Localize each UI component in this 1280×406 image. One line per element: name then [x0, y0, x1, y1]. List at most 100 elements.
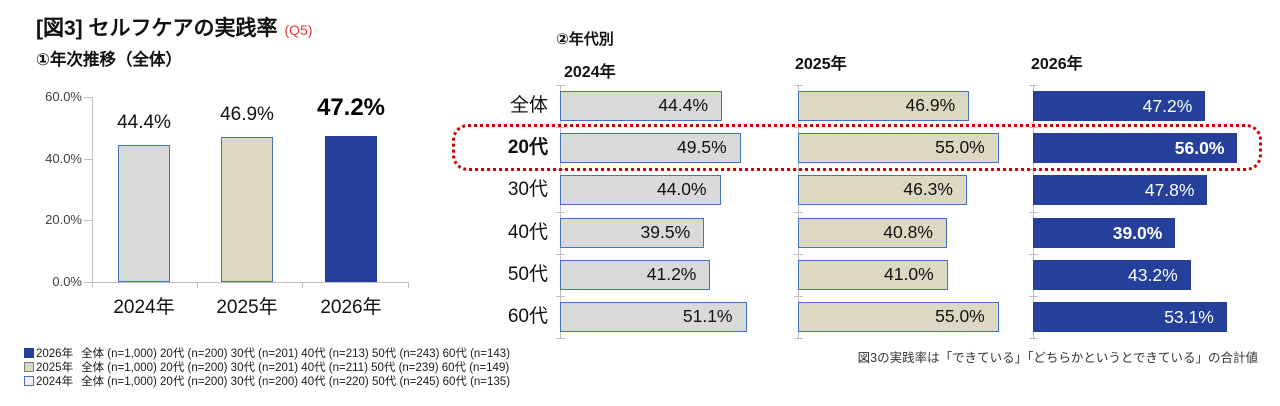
age-bar-r0-c0: 44.4%	[560, 91, 723, 121]
question-tag: (Q5)	[284, 22, 313, 38]
column-axis-tick	[556, 253, 565, 255]
x-axis-tick	[302, 282, 303, 288]
column-axis-tick	[1029, 253, 1038, 255]
age-bar-r1-c0: 49.5%	[560, 133, 741, 164]
y-axis-tick-label: 0.0%	[52, 274, 82, 289]
age-bar-value-label: 41.2%	[646, 263, 697, 284]
age-bar-value-label: 55.0%	[935, 306, 985, 326]
age-bar-value-label: 47.2%	[1142, 96, 1193, 116]
age-bar-value-label: 51.1%	[682, 306, 733, 326]
column-axis-line	[1033, 85, 1034, 338]
y-axis-tick	[84, 220, 92, 222]
age-bar-r2-c0: 44.0%	[560, 175, 721, 206]
column-axis-tick	[556, 338, 565, 340]
x-axis-tick	[408, 282, 409, 288]
age-bar-r0-c2: 47.2%	[1033, 91, 1206, 121]
y-axis-line	[92, 97, 93, 282]
trend-category-label: 2024年	[113, 297, 175, 318]
trend-bar-2026	[325, 136, 377, 282]
trend-bar-2025	[221, 137, 273, 282]
age-breakdown-subtitle: ②年代別	[556, 31, 614, 48]
trend-value-label: 46.9%	[220, 104, 274, 126]
column-axis-tick	[556, 85, 565, 86]
age-bar-value-label: 46.9%	[905, 95, 956, 115]
column-axis-tick	[794, 253, 803, 255]
column-axis-tick	[794, 85, 803, 86]
age-bar-value-label: 43.2%	[1128, 264, 1178, 285]
y-axis-tick-label: 40.0%	[45, 150, 82, 166]
column-axis-tick	[1029, 296, 1038, 297]
column-axis-tick	[794, 127, 803, 129]
column-header-2025: 2025年	[795, 56, 847, 73]
row-label-0: 全体	[509, 95, 548, 116]
x-axis-tick	[197, 282, 198, 288]
age-bar-r1-c2: 56.0%	[1033, 133, 1238, 164]
trend-value-label: 47.2%	[316, 94, 386, 122]
trend-category-label: 2025年	[216, 297, 278, 318]
legend-year-label: 2025年	[36, 362, 74, 374]
age-bar-r3-c0: 39.5%	[560, 217, 705, 248]
age-bar-value-label: 44.4%	[658, 95, 709, 115]
legend-line-2026: 2026年 全体 (n=1,000) 20代 (n=200) 30代 (n=201…	[24, 346, 510, 360]
row-label-3: 40代	[507, 221, 548, 243]
y-axis-tick-label: 20.0%	[45, 212, 82, 228]
legend-swatch-2024	[24, 376, 34, 386]
age-bar-r3-c2: 39.0%	[1033, 217, 1176, 248]
age-bar-r1-c1: 55.0%	[798, 133, 999, 164]
legend-year-label: 2024年	[36, 376, 74, 388]
age-bar-value-label: 55.0%	[935, 137, 985, 158]
y-axis-tick	[84, 282, 92, 283]
row-label-2: 30代	[507, 179, 548, 201]
column-axis-line	[798, 85, 799, 338]
row-label-4: 50代	[507, 263, 548, 285]
trend-value-label: 44.4%	[117, 112, 171, 134]
age-bar-r4-c2: 43.2%	[1033, 259, 1191, 290]
age-bar-value-label: 49.5%	[677, 137, 727, 158]
age-bar-r5-c0: 51.1%	[560, 302, 747, 332]
age-bar-r3-c1: 40.8%	[798, 217, 947, 248]
yearly-trend-subtitle: ①年次推移（全体）	[36, 51, 182, 69]
legend-samples-text: 全体 (n=1,000) 20代 (n=200) 30代 (n=201) 40代…	[81, 348, 511, 360]
age-bar-r5-c1: 55.0%	[798, 302, 999, 332]
header: [図3] セルフケアの実践率 (Q5)	[36, 12, 313, 42]
age-bar-value-label: 44.0%	[656, 179, 707, 200]
column-axis-tick	[556, 127, 565, 129]
legend-line-2024: 2024年 全体 (n=1,000) 20代 (n=200) 30代 (n=200…	[24, 374, 510, 388]
x-axis-tick	[92, 282, 93, 288]
y-axis-tick	[84, 158, 92, 160]
age-bar-value-label: 39.0%	[1112, 222, 1163, 243]
age-bar-value-label: 56.0%	[1174, 138, 1225, 159]
age-bar-value-label: 53.1%	[1164, 307, 1214, 327]
legend-line-2025: 2025年 全体 (n=1,000) 20代 (n=200) 30代 (n=201…	[24, 360, 510, 374]
age-bar-r2-c2: 47.8%	[1033, 175, 1208, 206]
legend-year-label: 2026年	[36, 348, 74, 360]
column-axis-line	[560, 85, 561, 338]
age-bar-r4-c0: 41.2%	[560, 259, 711, 290]
trend-bar-2024	[118, 145, 170, 282]
age-bar-value-label: 41.0%	[884, 263, 934, 284]
y-axis-tick-label: 60.0%	[45, 89, 82, 104]
y-axis-tick	[84, 97, 92, 98]
legend-swatch-2025	[24, 362, 34, 372]
age-bar-value-label: 47.8%	[1144, 180, 1195, 201]
column-axis-tick	[1029, 85, 1038, 86]
column-axis-tick	[556, 296, 565, 297]
age-bar-r5-c2: 53.1%	[1033, 302, 1227, 332]
column-axis-tick	[794, 338, 803, 340]
row-label-5: 60代	[507, 306, 548, 327]
page-title: [図3] セルフケアの実践率	[36, 17, 278, 40]
age-bar-value-label: 40.8%	[883, 221, 933, 242]
legend: 2026年 全体 (n=1,000) 20代 (n=200) 30代 (n=201…	[24, 346, 510, 388]
legend-samples-text: 全体 (n=1,000) 20代 (n=200) 30代 (n=201) 40代…	[81, 362, 510, 374]
footnote: 図3の実践率は「できている」「どちらかというとできている」の合計値	[857, 351, 1258, 365]
column-axis-tick	[1029, 127, 1038, 129]
age-bar-r4-c1: 41.0%	[798, 259, 948, 290]
column-axis-tick	[1029, 338, 1038, 340]
age-bar-r0-c1: 46.9%	[798, 91, 970, 121]
age-bar-value-label: 39.5%	[640, 221, 691, 242]
column-axis-tick	[794, 211, 803, 213]
highlight-20s-row-box	[452, 124, 1262, 171]
column-header-2026: 2026年	[1031, 56, 1083, 73]
age-bar-value-label: 46.3%	[903, 179, 953, 200]
